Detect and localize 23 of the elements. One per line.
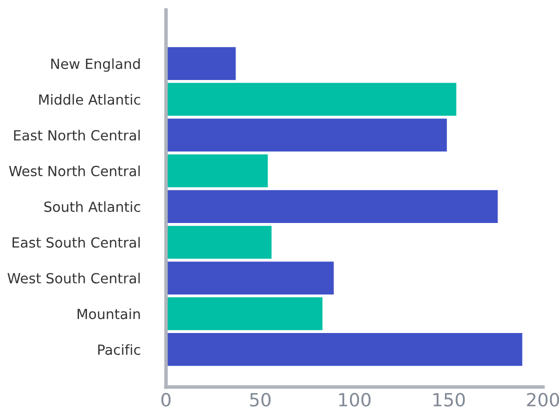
bar xyxy=(166,226,272,259)
y-tick-label: Middle Atlantic xyxy=(39,94,140,105)
x-tick-label: 50 xyxy=(250,392,271,407)
y-tick-label: South Atlantic xyxy=(44,201,140,212)
bar xyxy=(166,333,522,366)
bar xyxy=(166,47,236,80)
x-tick-label: 100 xyxy=(339,392,371,407)
bar xyxy=(166,118,447,152)
y-tick-label: Mountain xyxy=(78,308,140,320)
bar xyxy=(166,82,456,116)
y-tick-label: East North Central xyxy=(14,130,140,141)
y-tick-label: Pacific xyxy=(98,344,140,355)
y-tick-label: West South Central xyxy=(8,272,140,284)
bar xyxy=(166,297,322,330)
x-tick-label: 0 xyxy=(161,392,171,407)
bar xyxy=(166,154,268,188)
y-tick-label: West North Central xyxy=(9,166,140,176)
y-tick-label: New England xyxy=(51,58,140,72)
y-tick-label: East South Central xyxy=(12,237,140,248)
bar xyxy=(166,262,334,294)
x-tick-label: 150 xyxy=(434,392,465,407)
x-tick-label: 200 xyxy=(527,392,559,407)
bar xyxy=(166,190,498,223)
